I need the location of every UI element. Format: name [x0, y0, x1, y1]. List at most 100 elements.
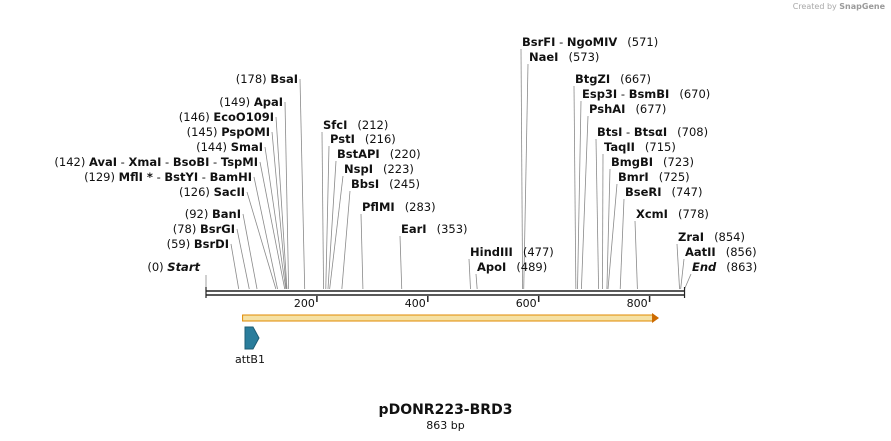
label-separator: -	[161, 155, 172, 169]
right-site-label: PstI (216)	[330, 132, 396, 146]
leader-line	[684, 273, 692, 290]
leader-line	[275, 116, 288, 290]
site-position: (178)	[236, 72, 271, 86]
right-site-label: XcmI (778)	[636, 207, 709, 221]
site-position: (725)	[659, 170, 690, 184]
leader-line	[607, 183, 618, 290]
enzyme-name-smai: SmaI	[231, 140, 263, 154]
leader-line	[341, 190, 351, 290]
site-position: (723)	[663, 155, 694, 169]
enzyme-name-ngomiv: NgoMIV	[567, 35, 617, 49]
enzyme-name-avai: AvaI	[89, 155, 117, 169]
enzyme-name-eari: EarI	[401, 222, 427, 236]
leader-line	[475, 273, 478, 290]
axis-tick-label: 200	[294, 297, 315, 310]
enzyme-name-bsrgi: BsrGI	[200, 222, 235, 236]
enzyme-name-bani: BanI	[212, 207, 241, 221]
site-position: (489)	[516, 260, 547, 274]
map-length: 863 bp	[426, 419, 465, 432]
snapgene-credit: Created by SnapGene	[793, 2, 885, 11]
left-site-label: (129) MflI * - BstYI - BamHI	[84, 170, 252, 184]
site-position: (245)	[389, 177, 420, 191]
leader-line	[329, 175, 344, 290]
leader-line	[468, 258, 471, 290]
site-position: (283)	[405, 200, 436, 214]
leader-line	[242, 213, 258, 290]
leader-line	[520, 48, 524, 290]
enzyme-name-start: Start	[167, 260, 200, 274]
map-title: pDONR223-BRD3	[378, 402, 513, 418]
enzyme-name-psti: PstI	[330, 132, 355, 146]
left-site-label: (142) AvaI - XmaI - BsoBI - TspMI	[54, 155, 258, 169]
enzyme-name-btsi: BtsI	[597, 125, 622, 139]
site-position: (146)	[179, 110, 214, 124]
site-position: (145)	[187, 125, 222, 139]
label-separator: -	[555, 35, 566, 49]
enzyme-name-pshai: PshAI	[589, 102, 625, 116]
leader-line	[325, 145, 330, 290]
left-site-label: (0) Start	[147, 260, 200, 274]
site-position: (856)	[726, 245, 757, 259]
enzyme-name-bmri: BmrI	[618, 170, 649, 184]
orf-arrow	[242, 313, 660, 323]
site-position: (708)	[677, 125, 708, 139]
site-position: (571)	[627, 35, 658, 49]
enzyme-name-ecoo109i: EcoO109I	[213, 110, 274, 124]
leader-line	[253, 176, 278, 290]
site-position: (220)	[390, 147, 421, 161]
left-site-label: (149) ApaI	[219, 95, 283, 109]
leader-line	[680, 258, 685, 290]
leader-line	[264, 146, 287, 290]
leader-line	[580, 115, 589, 290]
enzyme-name-hindiii: HindIII	[470, 245, 513, 259]
site-position: (92)	[185, 207, 212, 221]
left-site-label: (92) BanI	[185, 207, 241, 221]
leader-line	[595, 138, 599, 290]
enzyme-name-sfci: SfcI	[323, 118, 347, 132]
enzyme-name-taqii: TaqII	[604, 140, 635, 154]
right-site-label: BstAPI (220)	[337, 147, 421, 161]
enzyme-name-bstapi: BstAPI	[337, 147, 380, 161]
site-position: (573)	[568, 50, 599, 64]
site-position: (667)	[620, 72, 651, 86]
right-site-label: Esp3I - BsmBI (670)	[582, 87, 710, 101]
enzyme-name-zrai: ZraI	[678, 230, 704, 244]
snapgene-logo: SnapGene	[839, 2, 885, 11]
enzyme-name-naei: NaeI	[529, 50, 558, 64]
enzyme-name-esp3i: Esp3I	[582, 87, 617, 101]
leader-line	[321, 131, 324, 290]
right-site-label: BtgZI (667)	[575, 72, 651, 86]
site-position: (212)	[357, 118, 388, 132]
leader-line	[230, 243, 240, 290]
enzyme-name-sacii: SacII	[214, 185, 245, 199]
right-site-label: NspI (223)	[344, 162, 414, 176]
enzyme-labels: (0) Start (59) BsrDI(78) BsrGI(92) BanI (1…	[54, 35, 757, 274]
right-site-label: HindIII (477)	[470, 245, 554, 259]
orf-bar	[242, 314, 654, 322]
site-position: (747)	[672, 185, 703, 199]
right-site-label: NaeI (573)	[529, 50, 599, 64]
enzyme-name-pspomi: PspOMI	[221, 125, 270, 139]
axis-tick-label: 800	[627, 297, 648, 310]
attb1-feature-label: attB1	[235, 353, 265, 366]
site-position: (477)	[523, 245, 554, 259]
site-position: (677)	[635, 102, 666, 116]
enzyme-name-bts-i: BtsαI	[634, 125, 667, 139]
right-site-label: BbsI (245)	[351, 177, 420, 191]
leader-line	[284, 101, 290, 290]
left-site-label: (126) SacII	[179, 185, 245, 199]
leader-line	[327, 160, 337, 290]
enzyme-name-bamhi: BamHI	[210, 170, 252, 184]
leader-line	[360, 213, 364, 290]
site-position: (0)	[147, 260, 167, 274]
label-separator: -	[209, 155, 220, 169]
leader-line	[399, 235, 403, 290]
right-site-label: EarI (353)	[401, 222, 468, 236]
label-separator: -	[117, 155, 128, 169]
enzyme-name-bstyi: BstYI	[164, 170, 198, 184]
right-site-label: BseRI (747)	[625, 185, 702, 199]
left-site-label: (144) SmaI	[196, 140, 263, 154]
right-site-label: AatII (856)	[685, 245, 757, 259]
enzyme-name-bbsi: BbsI	[351, 177, 379, 191]
right-site-label: ApoI (489)	[477, 260, 547, 274]
